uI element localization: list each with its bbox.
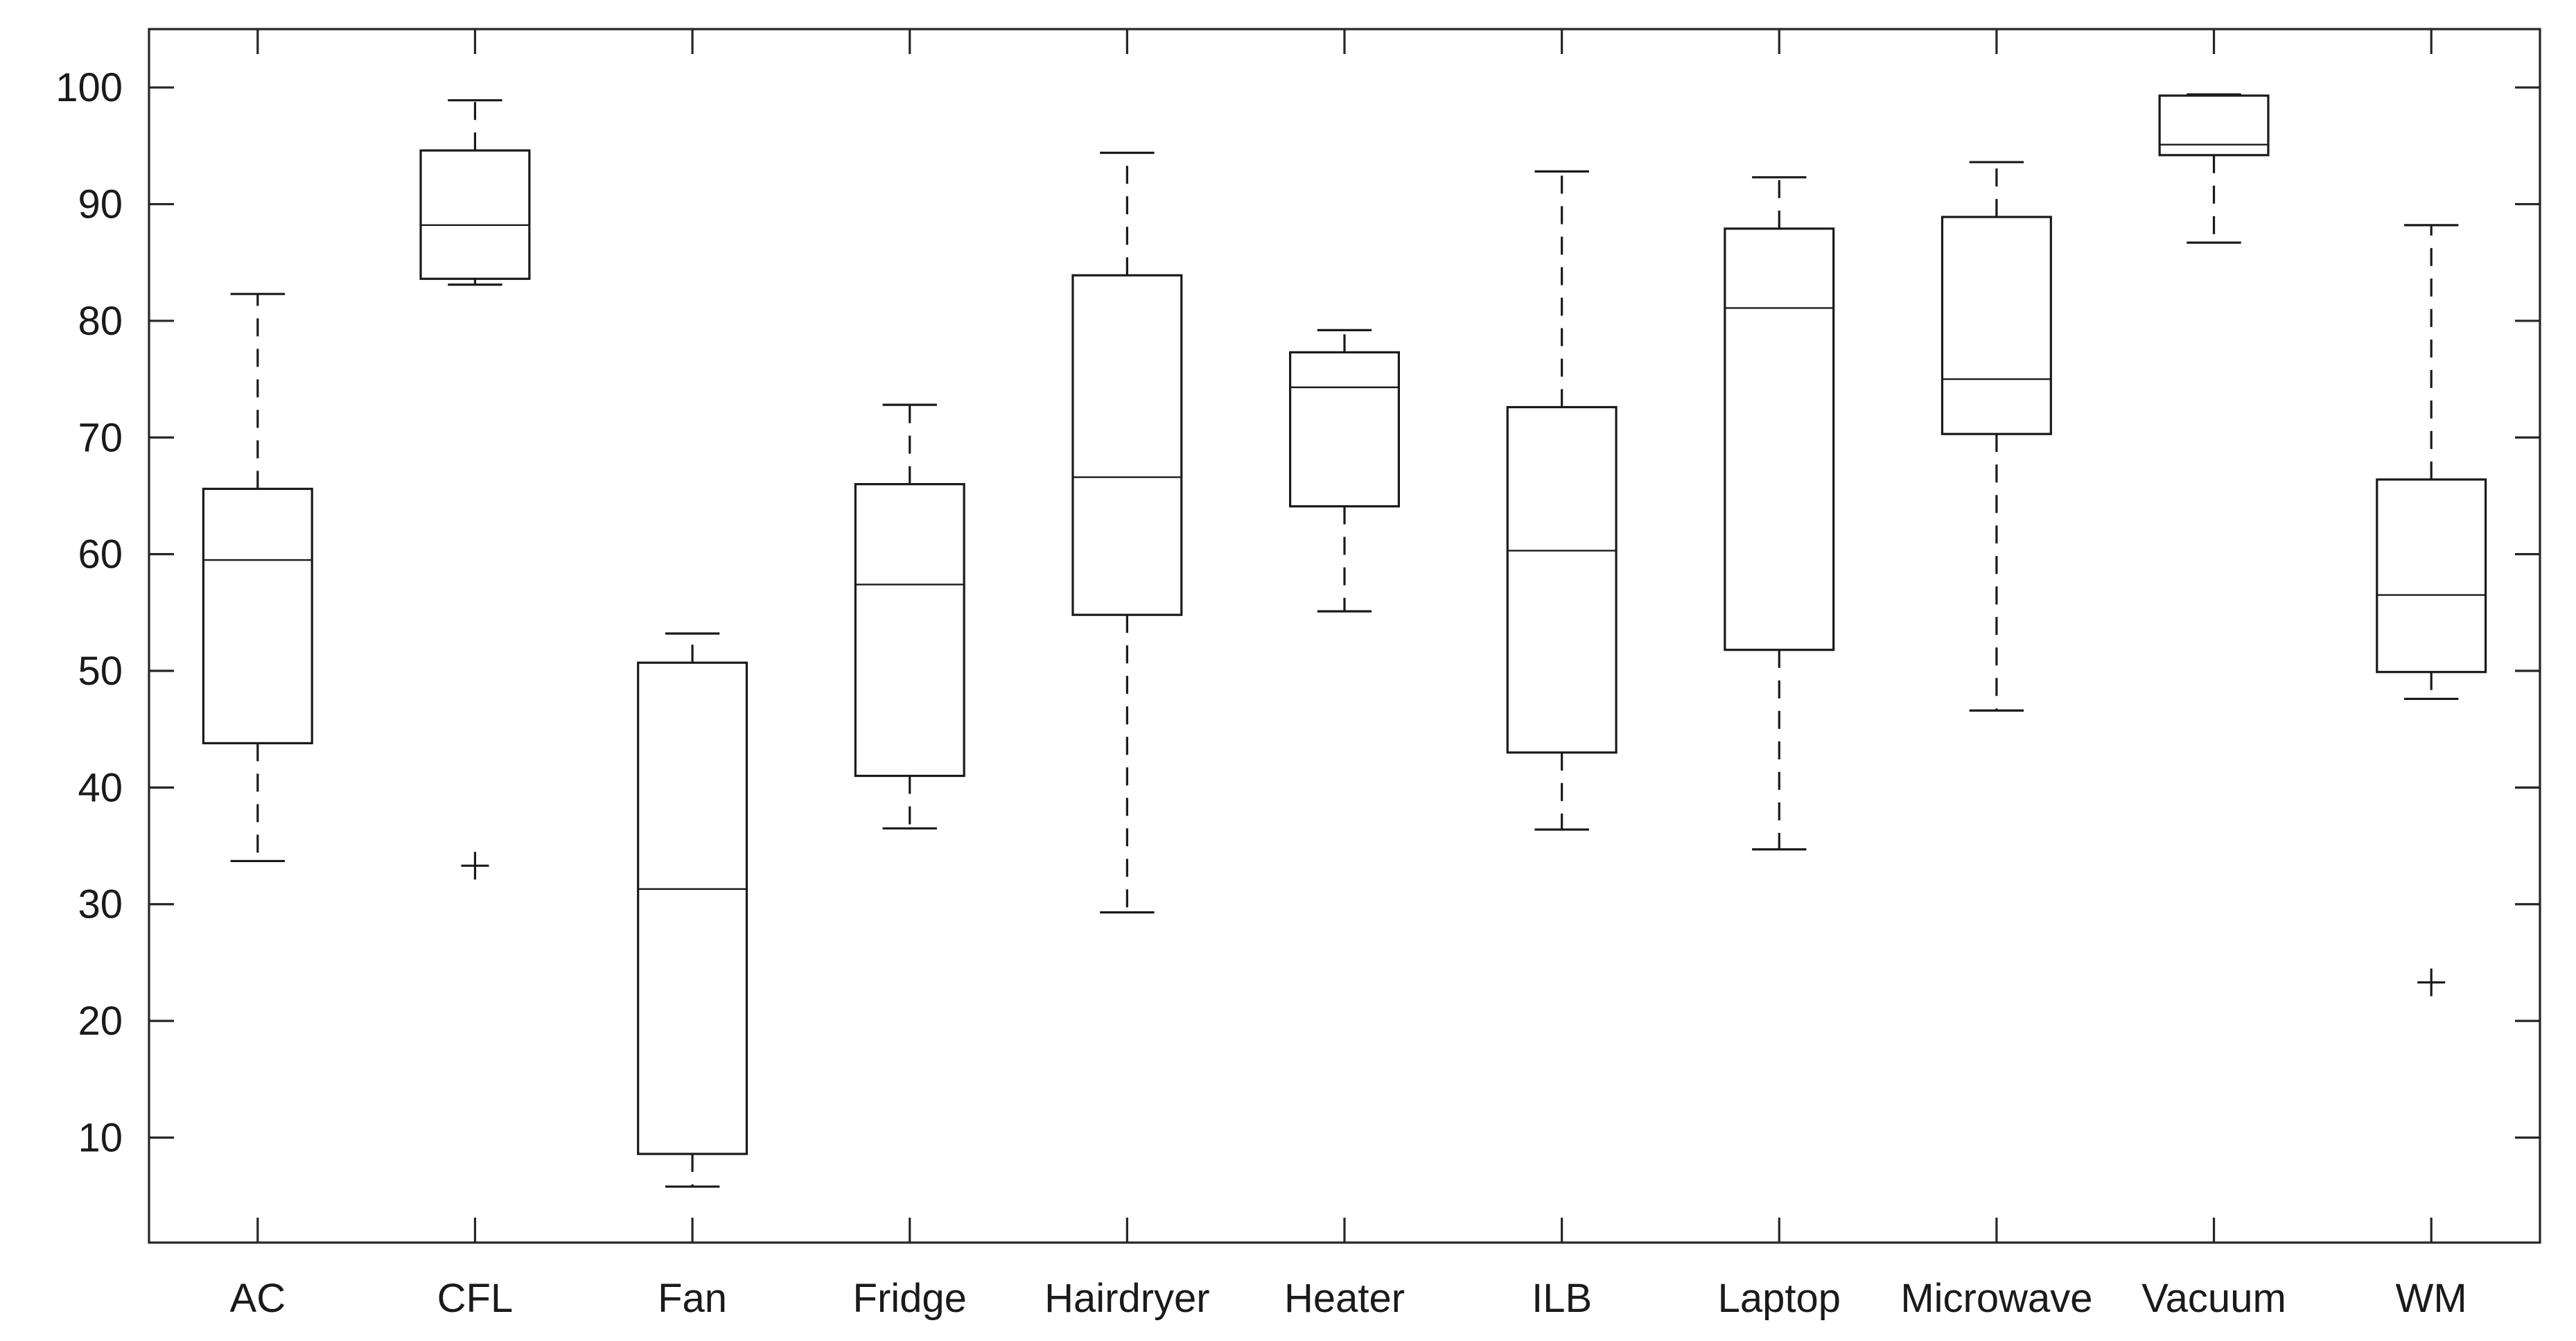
box-hairdryer <box>1071 151 1183 914</box>
box-cfl <box>419 99 531 880</box>
interquartile-box <box>1288 351 1401 508</box>
box-heater <box>1288 328 1401 613</box>
x-tick-label-laptop: Laptop <box>1718 1276 1841 1321</box>
interquartile-box <box>1071 274 1183 616</box>
interquartile-box <box>2158 94 2270 157</box>
y-tick-label: 30 <box>78 882 123 927</box>
interquartile-box <box>1940 216 2052 435</box>
box-series <box>202 93 2487 1188</box>
x-tick-label-ilb: ILB <box>1532 1276 1592 1321</box>
y-tick-label: 40 <box>78 765 123 810</box>
x-tick-label-hairdryer: Hairdryer <box>1044 1276 1210 1321</box>
box-microwave <box>1940 161 2052 712</box>
y-tick-label: 70 <box>78 415 123 460</box>
interquartile-box <box>202 487 313 744</box>
box-fridge <box>854 403 965 830</box>
y-tick-label: 60 <box>78 532 123 577</box>
x-tick-label-vacuum: Vacuum <box>2141 1276 2286 1321</box>
box-wm <box>2376 224 2487 997</box>
box-vacuum <box>2158 93 2270 244</box>
interquartile-box <box>854 483 965 778</box>
box-laptop <box>1724 176 1835 851</box>
y-tick-label: 90 <box>78 182 123 227</box>
interquartile-box <box>637 661 748 1155</box>
interquartile-box <box>419 149 531 280</box>
x-axis: AC CFL Fan Fridge Hairdryer Heater ILB Laptop Mi… <box>230 29 2467 1321</box>
y-tick-label: 10 <box>78 1115 123 1160</box>
x-tick-label-fridge: Fridge <box>853 1276 967 1321</box>
x-tick-label-heater: Heater <box>1284 1276 1405 1321</box>
interquartile-box <box>1506 405 1618 754</box>
x-tick-label-cfl: CFL <box>437 1276 514 1321</box>
y-axis: 10 20 30 40 50 60 70 80 90 100 <box>55 65 2540 1160</box>
x-tick-label-fan: Fan <box>658 1276 727 1321</box>
y-tick-label: 20 <box>78 999 123 1044</box>
box-ilb <box>1506 170 1618 831</box>
y-tick-label: 50 <box>78 649 123 694</box>
interquartile-box <box>1724 227 1835 651</box>
box-ac <box>202 292 313 863</box>
interquartile-box <box>2376 478 2487 674</box>
x-tick-label-wm: WM <box>2396 1276 2467 1321</box>
outlier-marker <box>461 852 489 880</box>
box-fan <box>637 632 748 1188</box>
plot-area-frame <box>148 28 2541 1244</box>
x-tick-label-microwave: Microwave <box>1900 1276 2092 1321</box>
x-tick-label-ac: AC <box>230 1276 286 1321</box>
y-tick-label: 80 <box>78 299 123 344</box>
outlier-marker <box>2417 968 2446 997</box>
y-tick-label: 100 <box>55 65 123 110</box>
